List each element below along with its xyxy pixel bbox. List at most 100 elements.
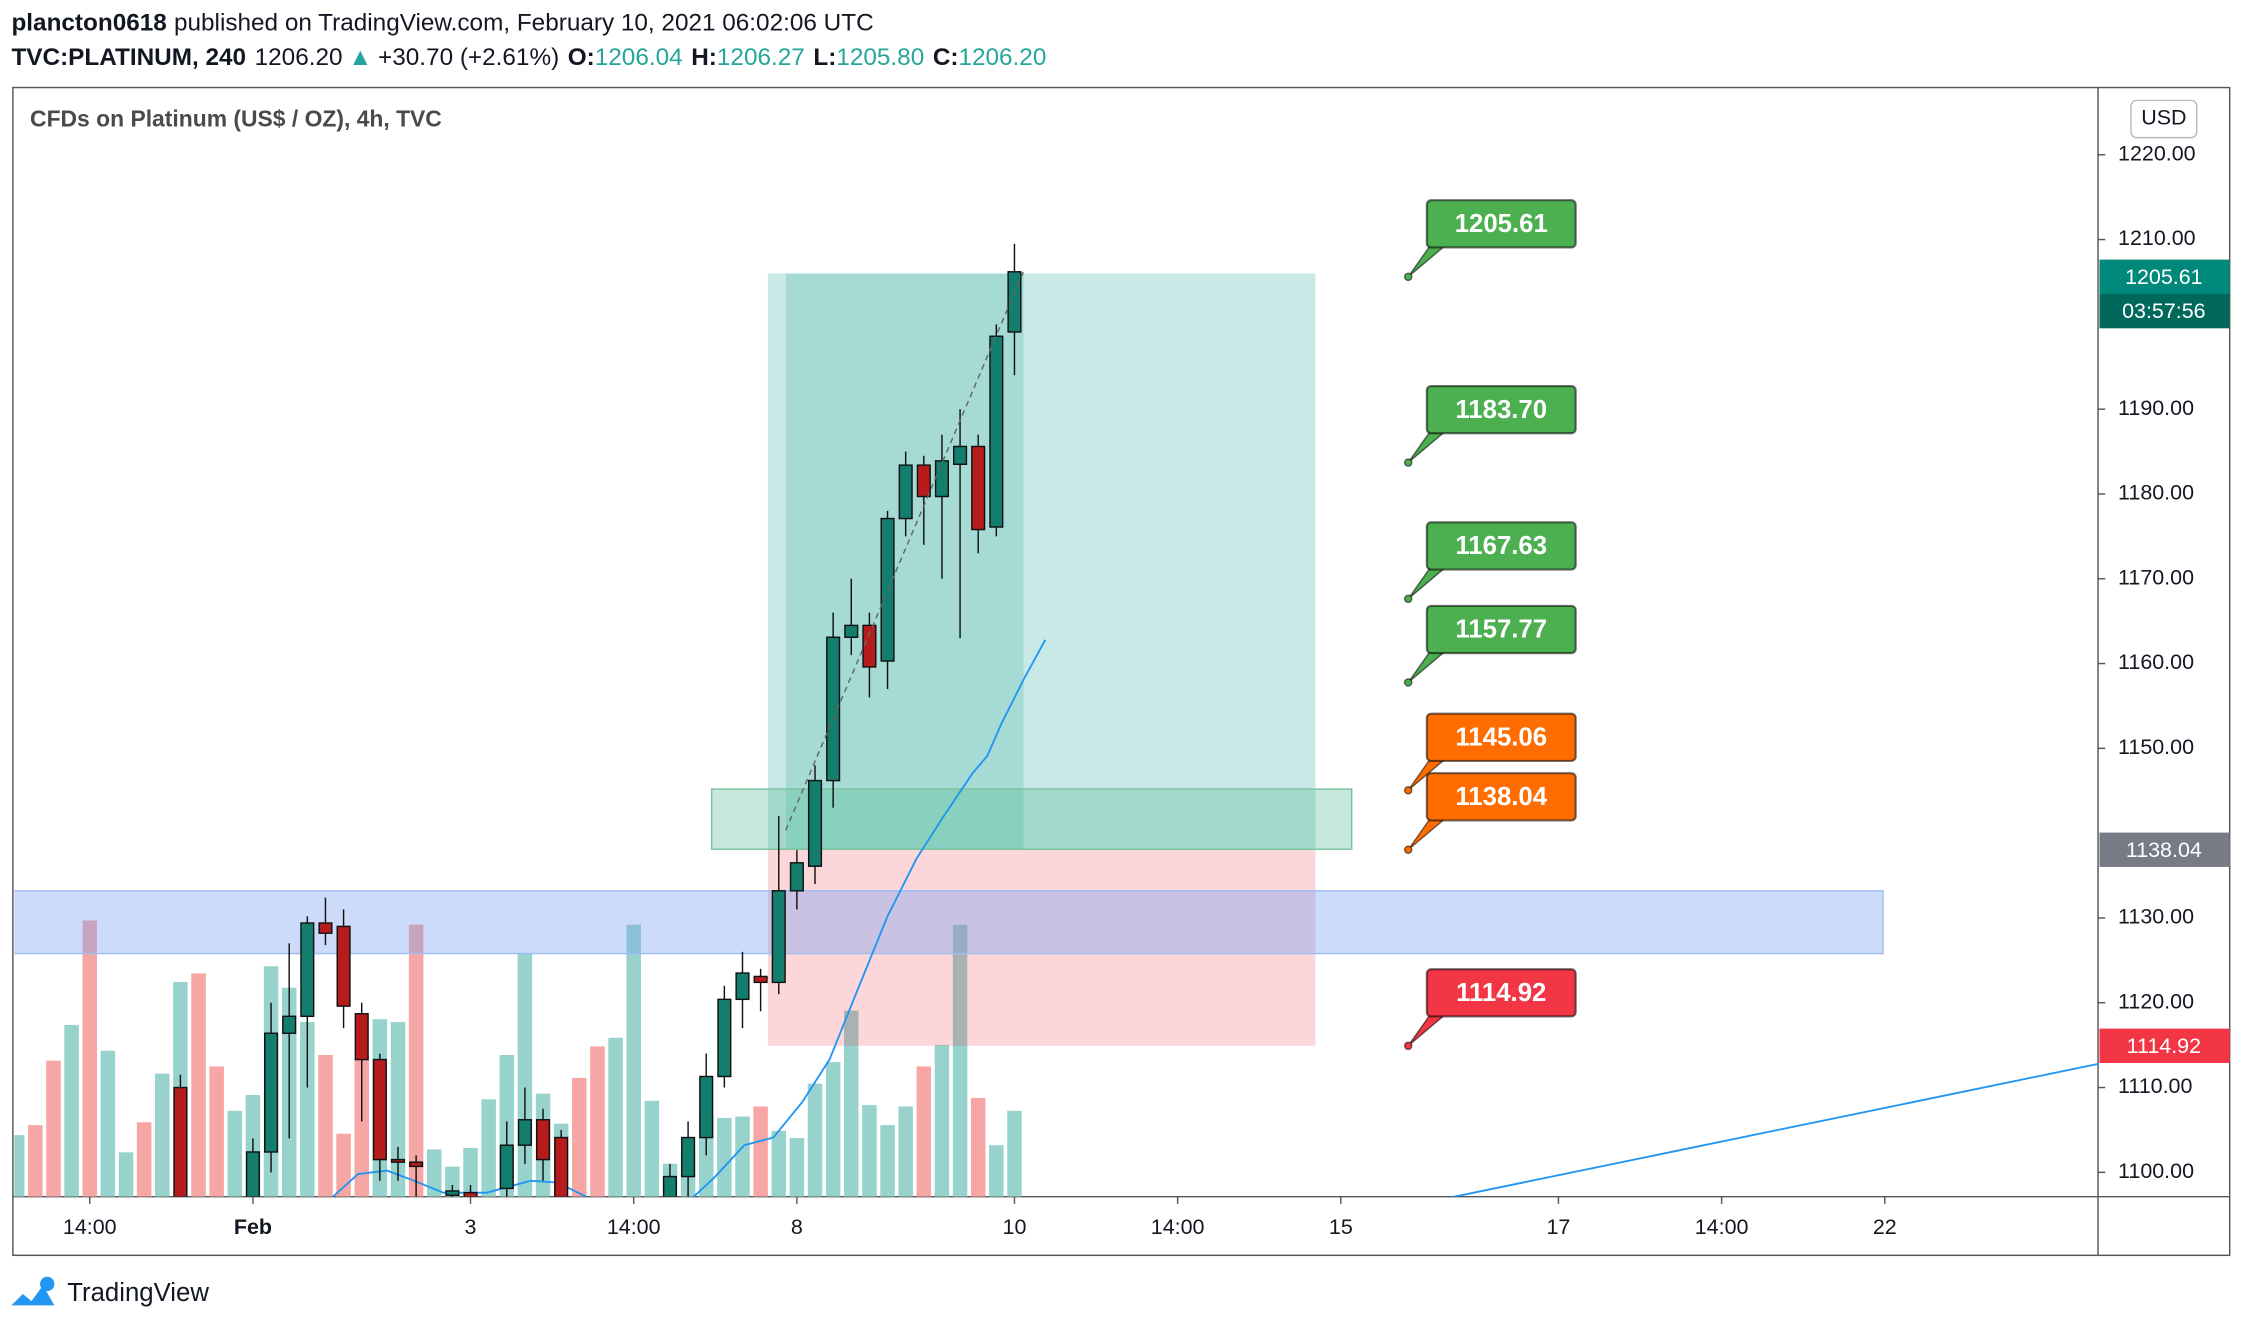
- price-badge: [2099, 259, 2230, 294]
- ohlc-key: L:: [813, 44, 836, 71]
- candle-body: [989, 335, 1004, 528]
- y-tick-label: 1220.00: [2118, 141, 2196, 165]
- ohlc-key: C:: [933, 44, 959, 71]
- y-tick-label: 1190.00: [2118, 396, 2194, 420]
- x-tick-label: 14:00: [607, 1215, 661, 1239]
- x-tick-label: 10: [1003, 1215, 1027, 1239]
- level-box: [1425, 521, 1577, 571]
- volume-bar: [336, 1133, 351, 1197]
- volume-bar: [844, 1010, 859, 1197]
- volume-bar: [916, 1066, 932, 1197]
- candle-body: [263, 1032, 279, 1153]
- volume-bar: [789, 1137, 805, 1197]
- candle-body: [372, 1058, 387, 1161]
- symbol: TVC:PLATINUM, 240: [11, 44, 246, 71]
- candle-body: [699, 1075, 714, 1139]
- candle-body: [681, 1136, 696, 1178]
- ohlc-value: 1206.20: [958, 44, 1046, 71]
- volume-bar: [463, 1148, 478, 1197]
- price-badge: [2099, 832, 2230, 867]
- volume-bar: [771, 1130, 787, 1197]
- level-box: [1425, 604, 1577, 655]
- y-tick-label: 1130.00: [2118, 905, 2194, 929]
- level-label: 1138.04: [1455, 783, 1547, 811]
- candle-body: [789, 862, 804, 892]
- change: +30.70 (+2.61%): [378, 44, 559, 71]
- zone: [710, 788, 1353, 850]
- position-filled: [786, 273, 1024, 850]
- x-tick-label: 17: [1546, 1215, 1570, 1239]
- candle-body: [971, 445, 986, 531]
- y-tick-label: 1180.00: [2118, 481, 2194, 505]
- volume-bar: [970, 1097, 986, 1197]
- level-label: 1145.06: [1455, 724, 1547, 752]
- currency-button[interactable]: [2130, 99, 2198, 139]
- volume-bar: [155, 1073, 170, 1197]
- volume-bar: [989, 1145, 1004, 1197]
- candle-body: [717, 998, 732, 1078]
- x-tick-label: 14:00: [63, 1215, 117, 1239]
- volume-bar: [408, 924, 424, 1197]
- volume-bar: [880, 1125, 895, 1197]
- published-info: published on TradingView.com, February 1…: [174, 10, 874, 37]
- level-dot: [1403, 1041, 1413, 1051]
- volume-bar: [191, 973, 206, 1197]
- volume-bar: [590, 1046, 605, 1197]
- level-box: [1425, 968, 1577, 1018]
- x-tick-label: 3: [465, 1215, 477, 1239]
- level-box: [1425, 384, 1577, 435]
- zone: [14, 890, 1884, 955]
- trade-path: [785, 271, 1024, 831]
- candle-body: [826, 636, 841, 782]
- level-label: 1167.63: [1455, 532, 1547, 560]
- y-tick-label: 1170.00: [2118, 565, 2194, 589]
- ohlc-key: H:: [691, 44, 717, 71]
- logo-icon: [11, 1285, 55, 1306]
- candle-body: [282, 1015, 297, 1034]
- candle-body: [445, 1190, 460, 1196]
- line-series: [1453, 1062, 2099, 1197]
- volume-bar: [318, 1054, 333, 1197]
- ohlc-key: O:: [568, 44, 595, 71]
- volume-bar: [354, 1056, 369, 1197]
- logo: TradingView: [11, 1276, 209, 1307]
- candle-body: [953, 445, 968, 465]
- position-target: [767, 273, 1316, 850]
- currency: USD: [2141, 106, 2186, 130]
- level-dot: [1403, 272, 1413, 282]
- price-badge-label: 1205.61: [2125, 265, 2203, 289]
- candle-body: [934, 460, 949, 498]
- level-dot: [1403, 458, 1413, 467]
- x-tick-label: 14:00: [1695, 1215, 1749, 1239]
- logo-text: TradingView: [67, 1279, 209, 1307]
- volume-bar: [64, 1024, 79, 1197]
- level-dot: [1403, 678, 1413, 687]
- candle-body: [1007, 271, 1022, 333]
- volume-bar: [481, 1099, 496, 1197]
- candle-body: [916, 464, 931, 498]
- candle-body: [409, 1161, 424, 1168]
- price-badge-label: 1138.04: [2126, 838, 2202, 862]
- ohlc-value: 1206.27: [717, 44, 805, 71]
- level-dot: [1403, 594, 1413, 604]
- volume-bar: [934, 1044, 950, 1197]
- volume-bar: [300, 1022, 315, 1197]
- candle-body: [499, 1144, 514, 1190]
- last-price: 1206.20: [255, 44, 343, 71]
- candle-body: [554, 1136, 569, 1197]
- candle-body: [735, 972, 750, 1001]
- y-tick-label: 1160.00: [2118, 650, 2194, 674]
- volume-bar: [862, 1105, 877, 1197]
- publish-line: plancton0618 published on TradingView.com…: [11, 10, 873, 37]
- volume-bar: [735, 1116, 750, 1197]
- volume-bar: [14, 1135, 25, 1197]
- x-tick-label: 22: [1873, 1215, 1897, 1239]
- x-tick-label: Feb: [234, 1215, 272, 1239]
- volume-bar: [390, 1022, 406, 1197]
- price-badge-label: 1114.92: [2127, 1034, 2201, 1058]
- volume-bar: [952, 924, 968, 1197]
- chart-title: CFDs on Platinum (US$ / OZ), 4h, TVC: [30, 106, 442, 132]
- candle-body: [662, 1175, 678, 1197]
- level-label: 1205.61: [1455, 210, 1548, 238]
- level-box: [1425, 712, 1577, 762]
